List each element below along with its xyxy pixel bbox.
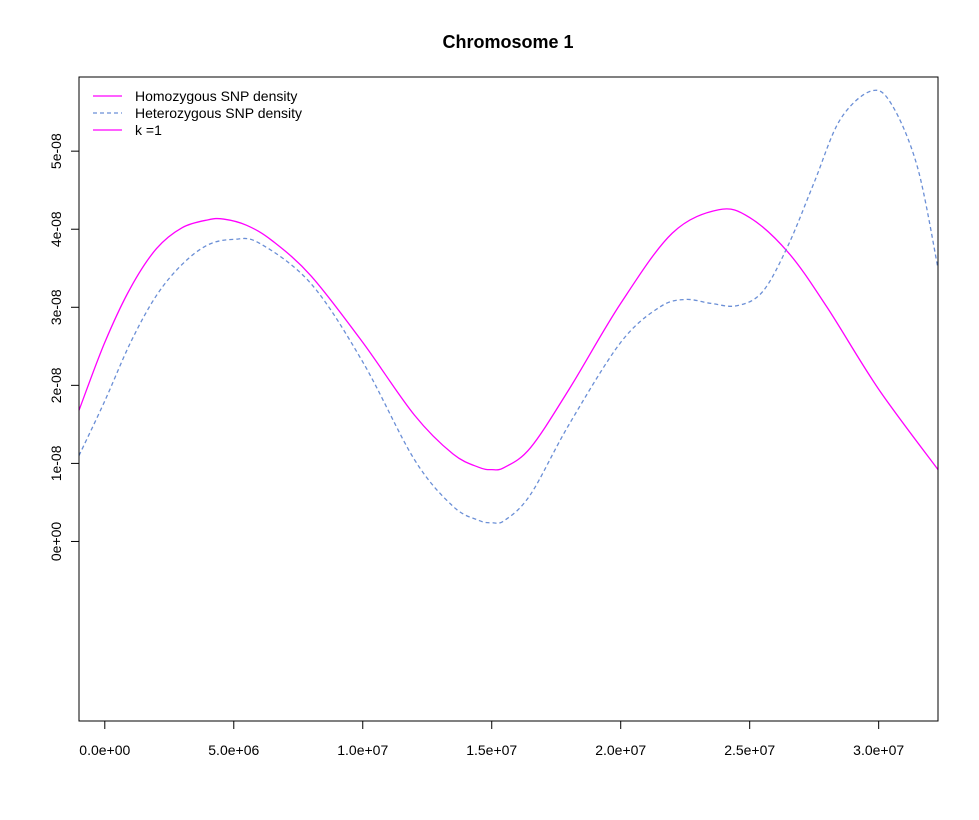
x-axis: 0.0e+00 5.0e+06 1.0e+07 1.5e+07 2.0e+07 2.5e+… — [79, 720, 904, 758]
legend-item-homozygous-snp-density: Homozygous SNP density — [93, 88, 297, 104]
x-tick-label: 2.0e+07 — [595, 742, 646, 758]
series-line-homozygous-snp-density — [79, 208, 938, 471]
y-tick-label: 1e-08 — [48, 445, 64, 481]
y-axis: 0e+00 1e-08 2e-08 3e-08 4e-08 5e-08 — [48, 133, 80, 562]
series-line-heterozygous-snp-density — [79, 89, 938, 524]
y-tick-label: 4e-08 — [48, 211, 64, 247]
y-tick-label: 5e-08 — [48, 133, 64, 169]
legend-label: Homozygous SNP density — [135, 88, 297, 104]
x-tick-label: 0.0e+00 — [79, 742, 130, 758]
legend-item-heterozygous-snp-density: Heterozygous SNP density — [93, 105, 302, 121]
legend-item-k-1: k =1 — [93, 122, 162, 138]
y-tick-label: 2e-08 — [48, 367, 64, 403]
legend-label: Heterozygous SNP density — [135, 105, 302, 121]
x-tick-label: 1.5e+07 — [466, 742, 517, 758]
chart-title: Chromosome 1 — [442, 32, 573, 52]
x-tick-label: 1.0e+07 — [337, 742, 388, 758]
plot-frame — [78, 76, 939, 722]
x-tick-label: 2.5e+07 — [724, 742, 775, 758]
y-tick-label: 3e-08 — [48, 289, 64, 325]
legend-label: k =1 — [135, 122, 162, 138]
y-tick-label: 0e+00 — [48, 522, 64, 562]
x-tick-label: 3.0e+07 — [853, 742, 904, 758]
x-tick-label: 5.0e+06 — [208, 742, 259, 758]
series-layer — [79, 89, 938, 524]
